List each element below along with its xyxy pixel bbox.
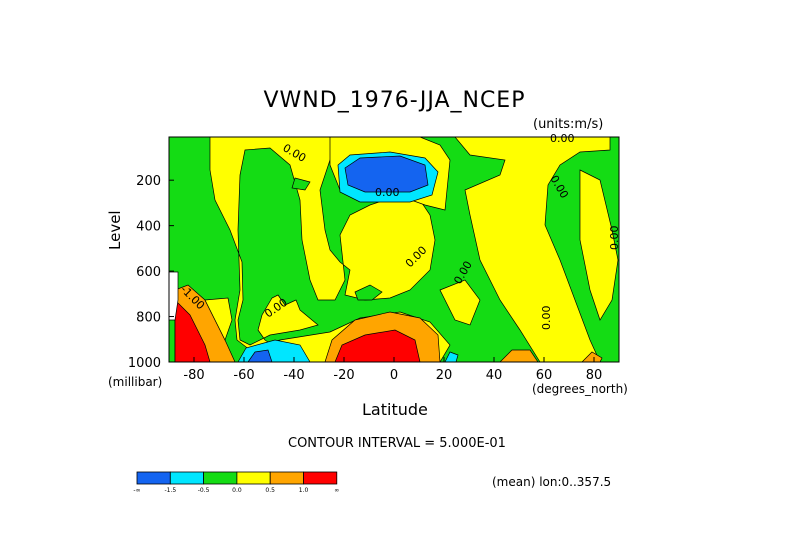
x-tick-label: 40 (486, 368, 503, 383)
contour-region-8 (174, 299, 211, 363)
y-tick-label: 800 (136, 311, 161, 326)
y-tick-label: 400 (136, 220, 161, 235)
colorbar-label: 0.0 (232, 487, 242, 494)
x-tick-label: -60 (233, 368, 254, 383)
contour-region-5 (354, 284, 383, 301)
contour-label: 0.00 (375, 186, 400, 199)
chart-title: VWND_1976-JJA_NCEP (263, 88, 526, 113)
contour-label: 0.00 (540, 306, 553, 331)
colorbar-swatch (236, 471, 271, 485)
contour-region-3 (579, 169, 619, 321)
contour-region-9 (204, 297, 233, 341)
colorbar-label: -0.5 (198, 487, 210, 494)
x-tick-label: 0 (390, 368, 398, 383)
y-tick-label: 600 (136, 265, 161, 280)
x-tick-label: 20 (436, 368, 453, 383)
contour-region-4 (439, 279, 481, 326)
contour-region-0 (209, 136, 451, 363)
colorbar-swatch (169, 471, 205, 485)
contour-interval-label: CONTOUR INTERVAL = 5.000E-01 (288, 436, 506, 451)
x-axis-label: Latitude (362, 400, 428, 419)
contour-region-18 (344, 155, 429, 193)
mean-label: (mean) lon:0..357.5 (492, 475, 612, 489)
colorbar-label: 1.0 (299, 487, 309, 494)
colorbar-swatch (136, 471, 171, 485)
colorbar-label: -1.5 (164, 487, 176, 494)
contour-label: 0.00 (550, 132, 575, 145)
colorbar-swatch (303, 471, 338, 485)
colorbar-swatch (203, 471, 238, 485)
colorbar-label: -∞ (133, 487, 140, 494)
x-tick-label: -20 (333, 368, 354, 383)
x-tick-label: 60 (536, 368, 553, 383)
y-tick-label: 200 (136, 174, 161, 189)
colorbar-label: ∞ (334, 487, 339, 494)
units-label: (units:m/s) (533, 117, 604, 132)
x-tick-label: -40 (283, 368, 304, 383)
y-unit-label: (millibar) (108, 375, 163, 389)
colorbar-swatch (269, 471, 304, 485)
y-tick-label: 1000 (128, 356, 161, 371)
colorbar-label: 0.5 (265, 487, 275, 494)
x-tick-label: -80 (183, 368, 204, 383)
contour-label: 0.00 (608, 226, 621, 251)
x-tick-label: 80 (586, 368, 603, 383)
x-unit-label: (degrees_north) (532, 382, 628, 396)
contour-region-6 (291, 177, 311, 191)
